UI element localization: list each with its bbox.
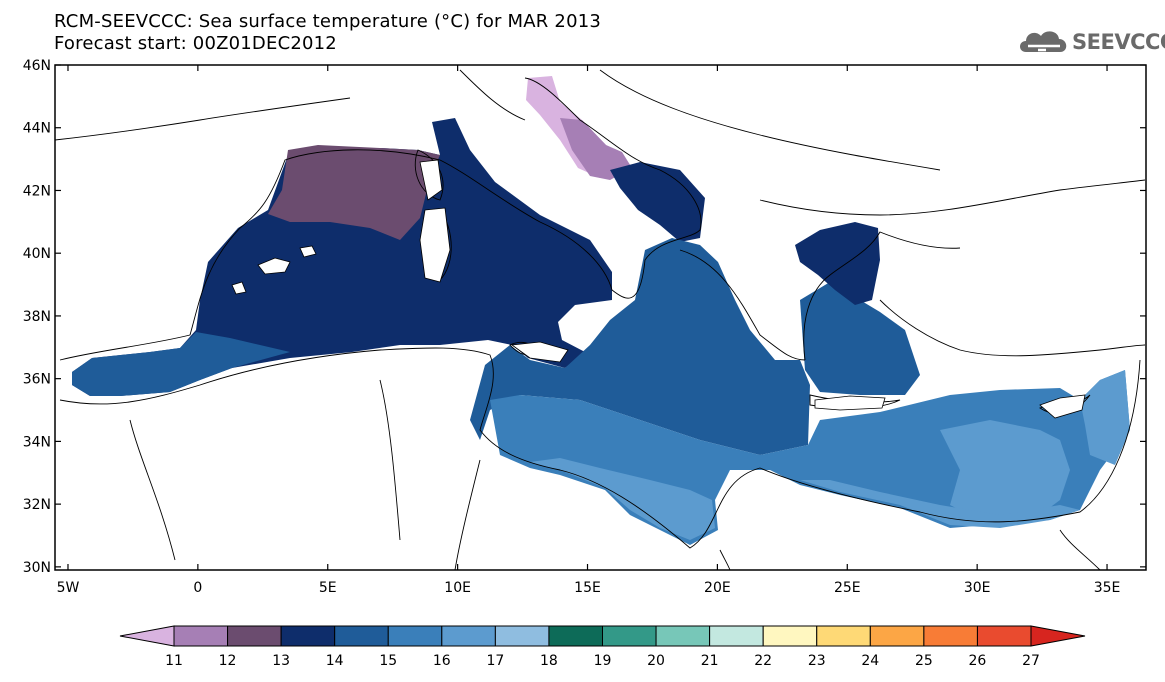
sea-aegean: [800, 282, 920, 395]
colorbar-label: 22: [754, 653, 772, 669]
forecast-start-label: Forecast start: 00Z01DEC2012: [54, 33, 337, 54]
colorbar-segment: [173, 625, 229, 647]
sea-nile-delta: [1080, 370, 1130, 465]
map-area: [54, 65, 1146, 571]
map-frame: [54, 64, 1147, 571]
colorbar-label: 17: [486, 653, 504, 669]
colorbar-label: 20: [647, 653, 665, 669]
lat-tick-label: 32N: [23, 497, 51, 513]
island-crete: [814, 395, 886, 411]
sea-south-adriatic: [610, 162, 705, 242]
latitude-axis: 46N 44N 42N 40N 38N 36N 34N 32N 30N: [23, 58, 1146, 576]
sea-libyan-coast: [530, 458, 715, 540]
island-corsica: [419, 159, 443, 201]
colorbar-segment: [334, 625, 389, 647]
colorbar-segment: [655, 625, 711, 647]
colorbar-segment: [709, 625, 764, 647]
colorbar-segment: [816, 625, 871, 647]
colorbar-segment: [494, 625, 550, 647]
island-sardinia: [419, 207, 451, 283]
island-sicily: [510, 341, 569, 363]
seevccc-logo: SEEVCCC: [1016, 24, 1165, 60]
island-cyprus: [1039, 394, 1086, 419]
colorbar-segment: [869, 625, 925, 647]
colorbar-segment: [441, 625, 496, 647]
lat-tick-label: 34N: [23, 434, 51, 450]
colorbar-segment: [280, 625, 336, 647]
sea-mid-adriatic: [560, 118, 632, 180]
lon-tick-label: 5E: [319, 580, 337, 596]
lon-tick-label: 30E: [964, 580, 991, 596]
lat-tick-label: 46N: [23, 58, 51, 74]
colorbar-segment: [923, 625, 978, 647]
colorbar-max-arrow: [1030, 625, 1086, 647]
logo-text: SEEVCCC: [1072, 30, 1165, 54]
lat-tick-label: 44N: [23, 121, 51, 137]
colorbar-segment: [387, 625, 443, 647]
lat-tick-label: 42N: [23, 183, 51, 199]
colorbar-label: 27: [1022, 653, 1040, 669]
lon-tick-label: 5W: [57, 580, 80, 596]
colorbar-label: 18: [540, 653, 558, 669]
lon-tick-label: 25E: [834, 580, 861, 596]
colorbar-label: 14: [326, 653, 344, 669]
colorbar-segment: [602, 625, 657, 647]
lon-tick-label: 20E: [704, 580, 731, 596]
lat-tick-label: 38N: [23, 309, 51, 325]
cloud-icon: [1020, 31, 1067, 52]
colorbar-label: 24: [861, 653, 879, 669]
colorbar-label: 13: [272, 653, 290, 669]
sea-ionian: [470, 238, 810, 455]
longitude-axis: 5W 0 5E 10E 15E 20E 25E 30E 35E: [57, 65, 1121, 596]
sea-western-basin: [72, 118, 612, 396]
colorbar-label: 12: [219, 653, 237, 669]
colorbar-label: 15: [379, 653, 397, 669]
lon-tick-label: 10E: [444, 580, 471, 596]
colorbar-segment: [548, 625, 603, 647]
island-menorca: [299, 245, 317, 258]
island-mallorca: [257, 257, 291, 275]
lat-tick-label: 36N: [23, 372, 51, 388]
lat-tick-label: 30N: [23, 560, 51, 576]
colorbar-label: 23: [808, 653, 826, 669]
sea-gulf-of-lion: [268, 145, 440, 240]
sea-alboran: [72, 332, 290, 396]
lat-tick-label: 40N: [23, 246, 51, 262]
colorbar: 11 12 13 14 15 16 17 18 19 20 21 22 23 24 25 26 27: [119, 625, 1086, 669]
lon-tick-label: 0: [193, 580, 202, 596]
island-ibiza: [231, 281, 247, 295]
colorbar-segment: [976, 625, 1032, 647]
lon-tick-label: 15E: [574, 580, 601, 596]
sea-north-aegean: [795, 222, 880, 305]
colorbar-segment: [227, 625, 282, 647]
colorbar-label: 16: [433, 653, 451, 669]
colorbar-label: 26: [969, 653, 987, 669]
map-title: RCM-SEEVCCC: Sea surface temperature (°C…: [54, 11, 602, 32]
sea-egypt-coast: [800, 480, 1080, 528]
sea-levantine: [940, 420, 1070, 520]
colorbar-label: 25: [915, 653, 933, 669]
colorbar-min-arrow: [119, 625, 175, 647]
colorbar-segment: [762, 625, 818, 647]
lon-tick-label: 35E: [1094, 580, 1121, 596]
colorbar-label: 11: [165, 653, 183, 669]
colorbar-label: 21: [701, 653, 719, 669]
colorbar-label: 19: [594, 653, 612, 669]
